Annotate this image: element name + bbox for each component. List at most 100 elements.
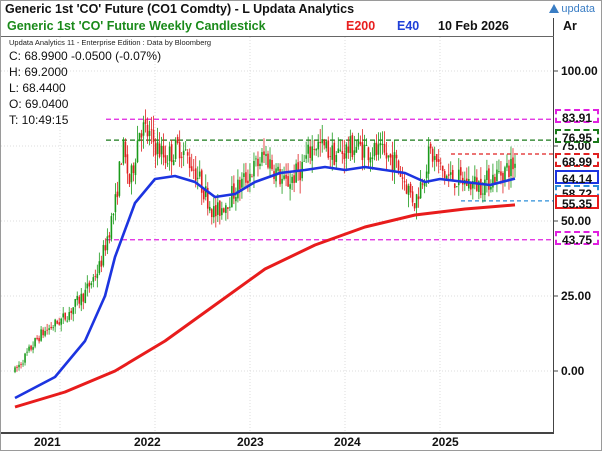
- candle-body: [512, 157, 514, 170]
- candle-body: [405, 184, 408, 194]
- candle-body: [194, 168, 197, 181]
- candle-body: [263, 151, 265, 155]
- candle-body: [335, 154, 338, 162]
- candle-body: [146, 124, 149, 137]
- candle-body: [132, 165, 135, 174]
- candle-body: [106, 236, 109, 251]
- candle-body: [154, 143, 157, 156]
- candle-body: [210, 209, 213, 218]
- chart-date: 10 Feb 2026: [438, 19, 509, 33]
- candle-body: [329, 156, 332, 157]
- candle-body: [110, 216, 113, 239]
- candle-body: [299, 170, 301, 181]
- candle-body: [38, 337, 40, 342]
- candle-body: [206, 187, 209, 209]
- candle-body: [413, 203, 416, 209]
- candle-body: [433, 156, 436, 160]
- candle-body: [229, 206, 231, 208]
- candle-body: [291, 176, 293, 183]
- price-tag: 83.91: [555, 109, 599, 125]
- candle-body: [295, 163, 297, 183]
- ohlc-open: O: 69.0400: [9, 97, 69, 111]
- candle-body: [24, 353, 26, 363]
- candle-body: [245, 172, 247, 183]
- candle-body: [225, 205, 227, 213]
- candle-body: [361, 142, 364, 161]
- candle-body: [114, 194, 117, 213]
- candle-body: [180, 156, 183, 158]
- candle-body: [192, 169, 195, 171]
- candle-body: [257, 158, 259, 167]
- window-title: Generic 1st 'CO' Future (CO1 Comdty) - L…: [5, 2, 355, 16]
- candle-body: [439, 162, 442, 164]
- price-tag: 68.99: [555, 153, 599, 169]
- plot-area[interactable]: [1, 18, 554, 433]
- window-titlebar: Generic 1st 'CO' Future (CO1 Comdty) - L…: [1, 1, 601, 18]
- candle-body: [506, 163, 508, 168]
- y-tick-label: 50.00: [561, 214, 592, 228]
- candle-body: [126, 154, 129, 174]
- candle-body: [120, 164, 123, 165]
- candle-body: [223, 208, 225, 213]
- candle-body: [389, 153, 392, 158]
- candle-body: [419, 182, 422, 199]
- candle-body: [124, 141, 127, 158]
- candle-body: [90, 283, 93, 286]
- price-tag: 76.95: [555, 129, 599, 145]
- candle-body: [255, 158, 257, 160]
- candle-body: [221, 208, 223, 216]
- candle-body: [176, 136, 179, 143]
- candle-body: [259, 163, 261, 167]
- candle-body: [190, 166, 193, 171]
- candle-body: [383, 143, 386, 153]
- candle-body: [357, 139, 360, 147]
- updata-logo-icon: [549, 4, 560, 13]
- y-tick-label: 25.00: [561, 289, 592, 303]
- candle-body: [50, 326, 52, 329]
- candle-body: [453, 183, 456, 188]
- candle-body: [52, 327, 54, 329]
- candle-body: [202, 190, 205, 200]
- candle-body: [144, 119, 147, 124]
- candle-body: [102, 244, 105, 266]
- candle-body: [379, 142, 382, 146]
- candle-body: [311, 146, 313, 161]
- candle-body: [142, 122, 145, 136]
- candle-body: [496, 169, 498, 182]
- candle-body: [323, 139, 326, 146]
- candle-body: [152, 129, 155, 143]
- candle-body: [16, 366, 18, 368]
- candle-body: [345, 144, 348, 159]
- candle-body: [92, 277, 95, 282]
- candle-body: [441, 165, 444, 171]
- candle-body: [56, 320, 58, 324]
- candle-body: [22, 363, 24, 365]
- candle-body: [40, 329, 42, 341]
- candle-body: [150, 129, 153, 131]
- candles: [14, 109, 516, 374]
- candle-body: [200, 170, 203, 193]
- x-tick-label: 2024: [334, 435, 361, 449]
- candle-body: [108, 235, 111, 238]
- candle-body: [401, 177, 404, 179]
- candle-body: [307, 144, 309, 154]
- candle-body: [134, 162, 137, 176]
- candle-body: [18, 364, 20, 368]
- candle-body: [279, 168, 281, 185]
- candle-body: [208, 206, 211, 211]
- header-divider: [1, 36, 554, 37]
- candle-body: [283, 175, 285, 179]
- candle-body: [188, 157, 191, 169]
- chart-title: Generic 1st 'CO' Future Weekly Candlesti…: [7, 19, 266, 33]
- candle-body: [168, 146, 171, 162]
- candle-body: [62, 313, 64, 318]
- candle-body: [365, 145, 368, 147]
- candle-body: [156, 141, 159, 154]
- candle-body: [313, 148, 315, 150]
- candle-body: [355, 146, 358, 153]
- candle-body: [112, 213, 115, 216]
- candle-body: [174, 139, 177, 159]
- legend-e40: E40: [397, 19, 420, 33]
